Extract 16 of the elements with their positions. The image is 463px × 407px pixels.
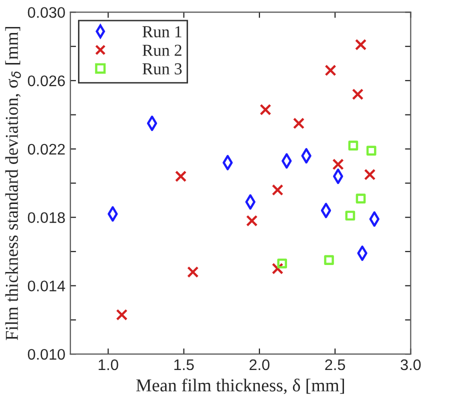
- x-tick-label: 2.5: [325, 359, 346, 370]
- legend-label: Run 1: [142, 26, 182, 38]
- legend-label: Run 2: [142, 44, 182, 56]
- x-tick-label: 2.0: [250, 359, 270, 370]
- y-tick-label: 0.030: [28, 7, 65, 18]
- y-tick-label: 0.018: [28, 212, 65, 224]
- y-axis-title: Film thickness standard deviation, σ$_{δ}$ [mm]: [5, 27, 21, 340]
- legend-label: Run 3: [142, 63, 182, 74]
- x-tick-label: 1.5: [174, 360, 194, 370]
- y-tick-label: 0.026: [28, 75, 65, 86]
- x-tick-label: 3.0: [400, 359, 421, 370]
- x-axis-title: Mean film thickness, δ [mm]: [136, 378, 344, 394]
- y-tick-label: 0.014: [28, 280, 66, 292]
- x-tick-label: 1.0: [98, 359, 118, 370]
- y-tick-label: 0.010: [28, 348, 65, 360]
- y-tick-label: 0.022: [28, 144, 65, 155]
